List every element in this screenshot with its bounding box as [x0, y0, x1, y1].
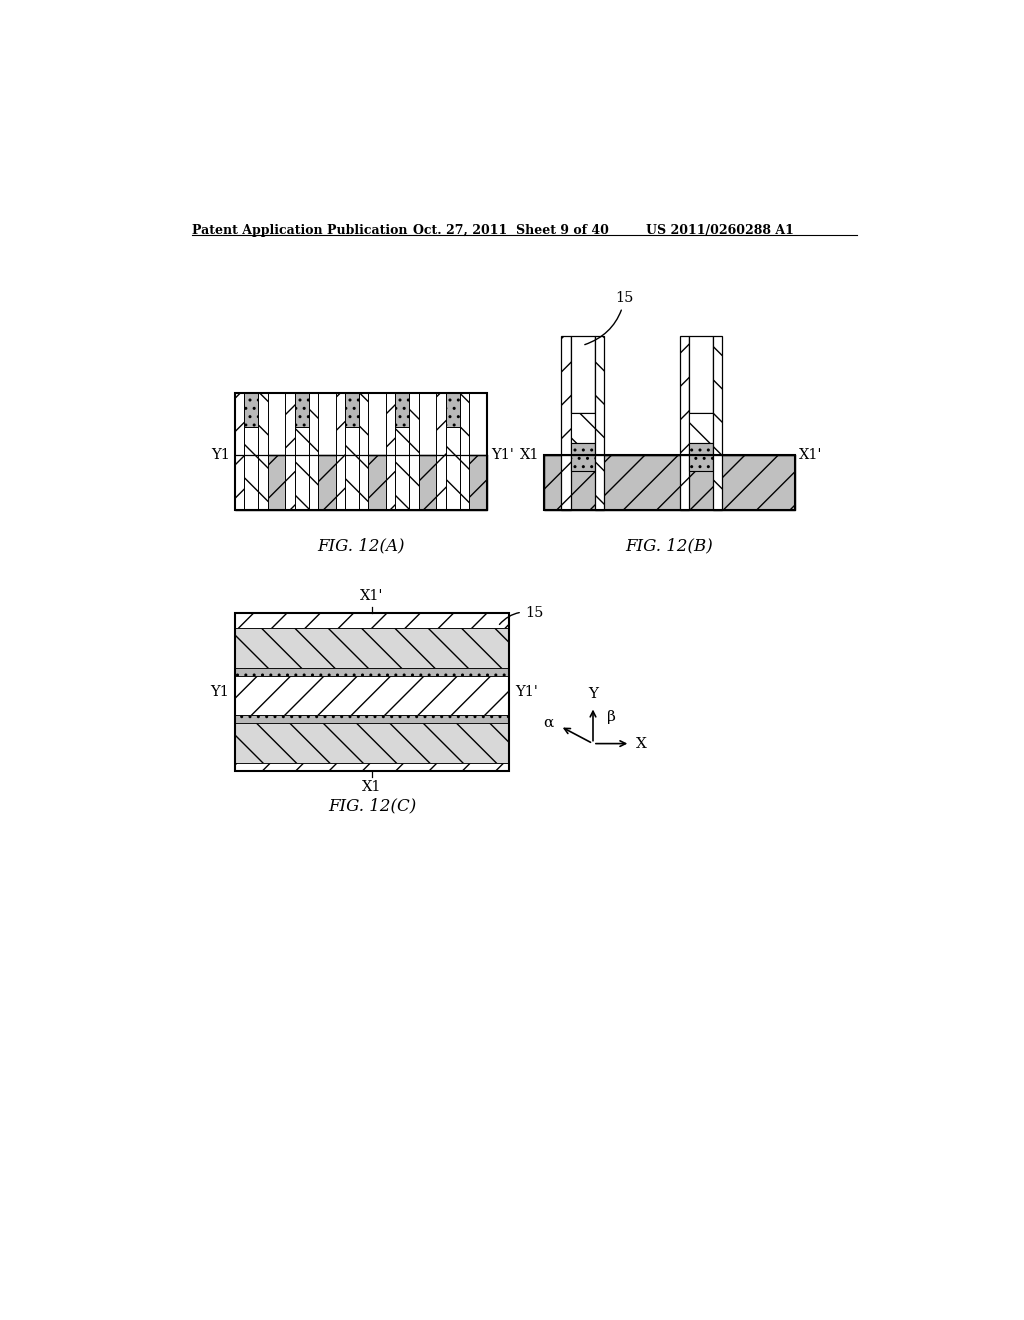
Text: Y1': Y1' [515, 685, 539, 698]
Text: US 2011/0260288 A1: US 2011/0260288 A1 [646, 224, 794, 236]
Text: X: X [636, 737, 646, 751]
Bar [234, 715, 509, 723]
Bar [234, 723, 509, 763]
Bar [436, 393, 445, 511]
Bar [234, 612, 509, 771]
Text: 15: 15 [585, 290, 634, 345]
Text: X1': X1' [360, 590, 384, 603]
Bar [234, 668, 509, 676]
Bar [713, 335, 722, 511]
Bar [345, 393, 359, 428]
Bar [295, 428, 308, 511]
Bar [570, 335, 595, 413]
Bar [345, 428, 359, 511]
Bar [544, 455, 795, 511]
Bar [544, 455, 795, 511]
Bar [445, 428, 460, 511]
Bar [445, 393, 460, 428]
Text: Y1': Y1' [492, 447, 514, 462]
Bar [359, 393, 369, 511]
Bar [336, 393, 345, 511]
Bar [234, 676, 509, 715]
Bar [570, 444, 595, 471]
Bar [570, 413, 595, 444]
Text: β: β [607, 710, 615, 723]
Text: FIG. 12(A): FIG. 12(A) [317, 537, 404, 554]
Text: Y1: Y1 [210, 685, 228, 698]
Text: Y: Y [588, 688, 598, 701]
Text: 15: 15 [500, 606, 543, 624]
Bar [680, 335, 689, 511]
Bar [689, 335, 713, 413]
Text: X1: X1 [520, 447, 540, 462]
Bar [295, 393, 308, 428]
Bar [286, 393, 295, 511]
Text: Y1: Y1 [211, 447, 230, 462]
Bar [234, 612, 509, 628]
Bar [395, 393, 410, 428]
Bar [245, 428, 258, 511]
Bar [395, 428, 410, 511]
Text: X1': X1' [799, 447, 822, 462]
Bar [258, 393, 267, 511]
Bar [595, 335, 604, 511]
Bar [386, 393, 395, 511]
Bar [308, 393, 317, 511]
Text: Oct. 27, 2011  Sheet 9 of 40: Oct. 27, 2011 Sheet 9 of 40 [414, 224, 609, 236]
Text: X1: X1 [362, 780, 382, 793]
Text: Patent Application Publication: Patent Application Publication [193, 224, 408, 236]
Bar [234, 393, 245, 511]
Text: FIG. 12(B): FIG. 12(B) [626, 537, 713, 554]
Text: α: α [544, 715, 554, 730]
Text: FIG. 12(C): FIG. 12(C) [328, 797, 416, 814]
Bar [245, 393, 258, 428]
Bar [460, 393, 469, 511]
Bar [234, 393, 486, 511]
Bar [234, 763, 509, 771]
Bar [410, 393, 419, 511]
Bar [234, 628, 509, 668]
Bar [234, 455, 486, 511]
Bar [689, 413, 713, 444]
Bar [689, 444, 713, 471]
Bar [561, 335, 570, 511]
